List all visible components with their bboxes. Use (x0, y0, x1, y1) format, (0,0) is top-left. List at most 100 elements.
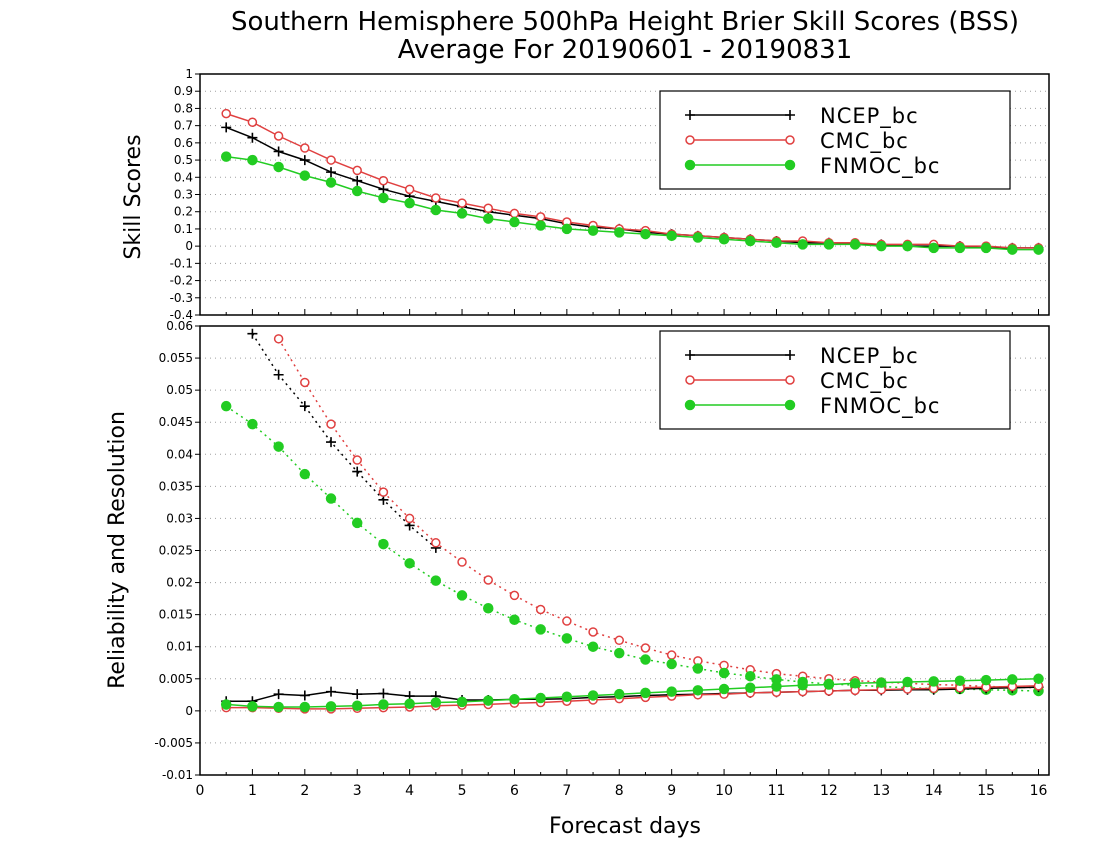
data-point (247, 418, 258, 430)
data-point (378, 184, 389, 195)
data-point (745, 235, 756, 247)
bottom-y-tick-label: 0.03 (166, 511, 193, 525)
data-point (692, 663, 704, 674)
bottom-panel-y-axis-title: Reliability and Resolution (105, 411, 130, 689)
data-point (221, 108, 231, 119)
legend-marker (785, 110, 795, 120)
data-point (326, 437, 337, 448)
legend-label: NCEP_bc (820, 104, 919, 129)
data-point (404, 184, 415, 195)
x-tick-label: 7 (562, 783, 571, 799)
data-point (561, 223, 573, 235)
series-line (251, 333, 437, 549)
data-point (456, 590, 468, 601)
data-point (666, 650, 677, 660)
data-point (509, 208, 520, 219)
data-point (299, 701, 311, 713)
data-point (666, 658, 677, 670)
data-point (325, 493, 337, 504)
data-point (535, 692, 546, 704)
x-tick-label: 3 (353, 783, 362, 799)
data-point (326, 155, 336, 165)
data-point (431, 538, 441, 548)
data-point (220, 151, 232, 162)
legend-label: CMC_bc (820, 369, 909, 394)
data-point (980, 242, 992, 254)
data-point (640, 643, 651, 653)
data-point (718, 683, 730, 695)
top-y-tick-label: 0.9 (174, 84, 193, 98)
chart-title: Southern Hemisphere 500hPa Height Brier … (231, 7, 1019, 37)
legend-label: CMC_bc (820, 129, 909, 154)
data-point (745, 682, 756, 694)
data-point (247, 132, 258, 143)
bottom-y-tick-label: 0.025 (159, 544, 193, 558)
data-point (509, 694, 520, 705)
legend-marker (785, 350, 795, 360)
data-point (430, 697, 442, 708)
data-point (666, 230, 677, 242)
bottom-y-tick-label: 0.04 (166, 447, 193, 461)
x-tick-label: 10 (715, 783, 733, 799)
top-y-tick-label: 0.8 (174, 101, 193, 115)
data-point (745, 670, 756, 682)
data-point (928, 676, 939, 687)
legend-label: NCEP_bc (820, 344, 919, 369)
data-point (273, 441, 284, 452)
legend-entry-ncep-bc: NCEP_bc (685, 104, 919, 129)
data-point (928, 242, 939, 254)
data-point (378, 487, 389, 497)
data-point (980, 674, 992, 686)
data-point (718, 234, 730, 245)
data-point (326, 686, 337, 697)
data-point (954, 242, 966, 254)
data-point (535, 220, 546, 231)
bottom-y-tick-label: 0.005 (159, 672, 193, 686)
data-point (614, 635, 625, 646)
data-point (351, 185, 363, 197)
x-tick-label: 14 (925, 783, 943, 799)
x-tick-label: 16 (1030, 783, 1048, 799)
data-point (588, 627, 598, 637)
bottom-series-ncep-bc-resolution (247, 328, 441, 553)
data-point (902, 240, 913, 252)
data-point (221, 122, 232, 133)
data-point (640, 228, 651, 240)
data-point (509, 590, 520, 601)
data-point (1033, 244, 1044, 255)
data-point (351, 517, 363, 529)
data-point (220, 400, 232, 412)
top-panel-y-axis-title: Skill Scores (121, 134, 146, 259)
data-point (273, 369, 284, 380)
data-point (1007, 244, 1018, 255)
legend-entry-fnmoc-bc: FNMOC_bc (684, 154, 939, 179)
top-y-tick-label: -0.1 (170, 256, 193, 270)
legend-marker (684, 159, 696, 171)
x-tick-label: 5 (458, 783, 467, 799)
data-point (325, 701, 337, 712)
data-point (404, 513, 415, 524)
top-series-fnmoc-bc (220, 151, 1044, 255)
data-point (247, 328, 258, 339)
data-point (482, 695, 494, 706)
bottom-y-tick-label: 0 (185, 704, 193, 718)
data-point (352, 689, 363, 700)
data-point (535, 624, 546, 635)
top-y-tick-label: 0.5 (174, 153, 193, 167)
bottom-y-tick-label: -0.01 (162, 768, 193, 782)
data-point (351, 700, 363, 711)
top-y-tick-label: 0.7 (174, 119, 193, 133)
legend-marker (785, 135, 795, 145)
data-point (326, 419, 336, 429)
data-point (247, 154, 258, 166)
data-point (378, 175, 389, 186)
legend-marker (684, 399, 696, 411)
data-point (614, 647, 625, 659)
x-tick-label: 4 (405, 783, 414, 799)
legend-label: FNMOC_bc (820, 394, 940, 419)
data-point (378, 688, 389, 699)
data-point (299, 690, 310, 701)
bottom-y-tick-label: 0.01 (166, 640, 193, 654)
reliability-resolution-panel: -0.01 -0.005 0 0.005 0.01 0.015 0.02 0.025 0.03 0… (154, 319, 1050, 799)
